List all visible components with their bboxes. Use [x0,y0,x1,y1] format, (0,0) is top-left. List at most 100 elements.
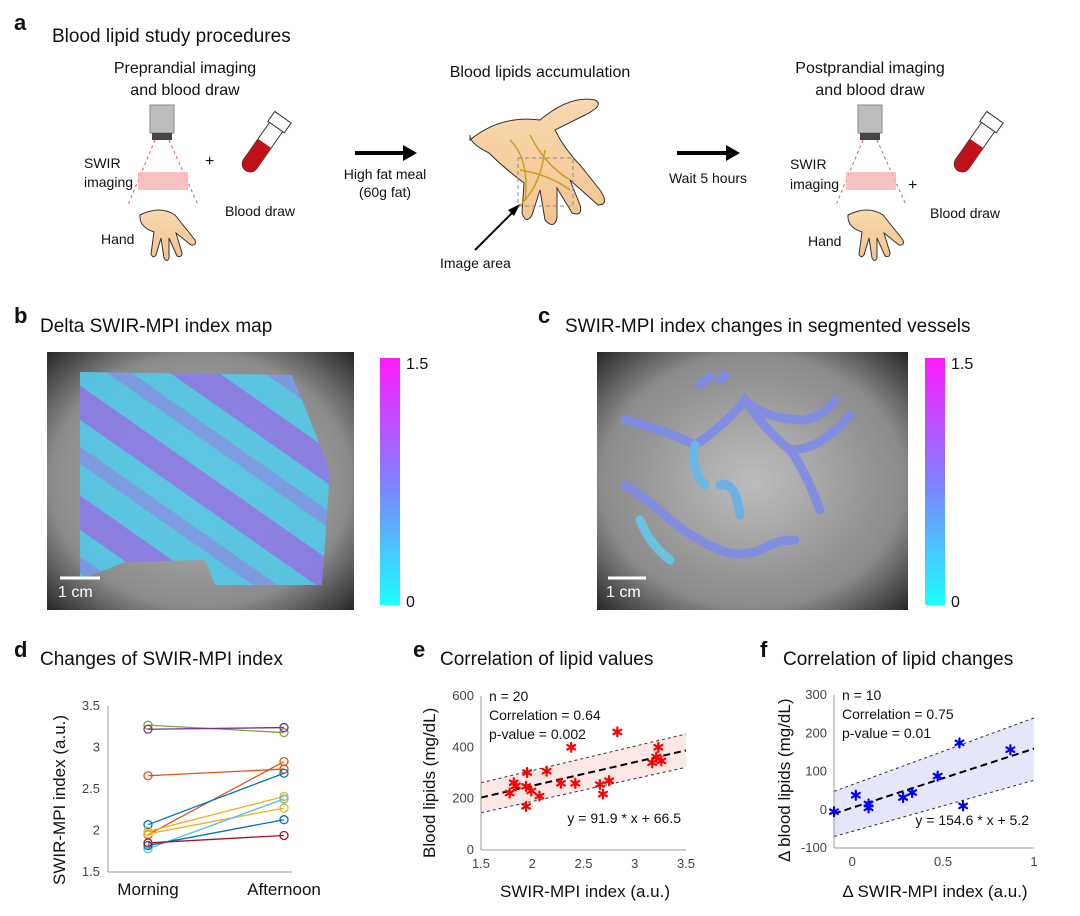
chart-e-xtick: 2.5 [574,856,592,871]
chart-f-point [1005,744,1016,756]
chart-e-point [526,785,537,797]
delta-index-map-image [47,352,354,610]
panel-label-b: b [14,303,28,328]
chart-d-point [143,771,153,781]
swir-label-post-1: SWIR [790,156,827,172]
chart-e-point [566,741,577,753]
chart-f-point [898,791,909,804]
chart-d-ytick: 3.5 [82,698,100,713]
chart-d-point [279,768,289,778]
camera-icon-pre [127,104,199,206]
scale-bar-label-b: 1 cm [58,584,93,601]
chart-d-series-line [147,807,285,835]
chart-e-xtick: 2 [529,856,536,871]
chart-f-annotation: n = 10 [842,687,882,703]
chart-e-point [522,766,533,779]
chart-e-title: Correlation of lipid values [440,649,654,670]
meal-label-2: (60g fat) [358,184,412,200]
chart-e-ytick: 0 [467,842,474,857]
chart-f-ytick: 200 [805,725,827,740]
chart-d-xtick-morning: Morning [117,880,179,899]
chart-f-xtick: 0 [849,854,856,869]
chart-d-series-line [147,798,285,850]
chart-e-point [653,741,664,753]
chart-d-ytick: 2 [93,823,100,838]
colorbar-b-min: 0 [406,594,415,611]
arrow-icon-1 [355,145,417,161]
blood-tube-icon-pre [241,110,292,173]
chart-d-point [143,829,153,839]
colorbar-b-max: 1.5 [406,356,429,373]
chart-d-point [279,794,289,804]
chart-e-point [570,777,581,789]
chart-e-annotation: p-value = 0.002 [489,726,586,742]
chart-f-xtick: 1 [1030,854,1037,869]
chart-d-point [279,803,289,813]
wait-label: Wait 5 hours [668,170,748,186]
chart-f-point [850,789,861,801]
chart-e-xtick: 3.5 [677,856,695,871]
blood-tube-icon-post [953,110,1004,173]
chart-d-point [143,820,153,830]
chart-d-point [279,830,289,841]
chart-d-point [279,756,289,767]
chart-d-series-line [147,772,285,826]
chart-e-ci-upper [480,733,687,784]
accumulation-title: Blood lipids accumulation [449,64,631,81]
chart-f-xlabel: Δ SWIR-MPI index (a.u.) [842,882,1028,901]
chart-e-point [612,726,623,738]
chart-f-annotation: p-value = 0.01 [842,725,931,741]
chart-e-point [510,780,521,792]
arrow-icon-2 [677,145,740,161]
chart-d-ytick: 3 [93,740,100,755]
colorbar-b [380,358,400,605]
chart-f-point [863,802,874,814]
chart-f-ylabel: Δ blood lipids (mg/dL) [775,698,794,863]
chart-d-point [143,724,153,734]
swir-label-pre-2: imaging [84,174,134,190]
chart-e-point [604,775,615,787]
chart-d-point [143,826,153,836]
panel-label-e: e [413,637,426,662]
chart-d-point [143,844,153,854]
chart-d-point [279,722,289,733]
chart-d-series-line [147,761,285,836]
chart-e-point [656,755,667,767]
chart-f-ci-lower [833,779,1035,838]
colorbar-c [925,358,945,605]
post-title-line2: and blood draw [815,82,925,99]
chart-e-annotation: n = 20 [489,688,529,704]
chart-e-xtick: 3 [631,856,638,871]
chart-f-point [907,786,918,799]
chart-e-annotation: Correlation = 0.64 [489,707,601,723]
chart-f-annotation: Correlation = 0.75 [842,706,954,722]
chart-e-point [534,790,545,802]
chart-f-point [954,737,965,749]
panel-label-a: a [14,10,27,35]
chart-f-ytick: -100 [801,840,827,855]
hand-label-pre: Hand [101,231,135,247]
post-title-line1: Postprandial imaging [795,60,945,77]
hand-large-icon [469,98,605,251]
chart-d-ytick: 2.5 [82,781,100,796]
chart-e-point [597,788,608,800]
chart-f-point [828,806,840,818]
colorbar-c-max: 1.5 [951,356,974,373]
chart-d-series-line [147,768,285,777]
swir-label-post-2: imaging [790,176,840,192]
swir-label-pre-1: SWIR [84,155,121,171]
panel-c-title: SWIR-MPI index changes in segmented vess… [565,316,971,337]
pre-title-line2: and blood draw [130,82,240,99]
colorbar-c-min: 0 [951,594,960,611]
chart-e-point [521,800,532,812]
chart-f-ytick: 100 [805,764,827,779]
chart-d-point [279,791,289,802]
chart-d-point [279,815,289,825]
chart-e-ci-lower [480,766,687,814]
chart-e-ytick: 200 [452,791,474,806]
chart-e-point [594,778,605,791]
scale-bar-label-c: 1 cm [606,584,641,601]
chart-e-point [504,787,515,799]
